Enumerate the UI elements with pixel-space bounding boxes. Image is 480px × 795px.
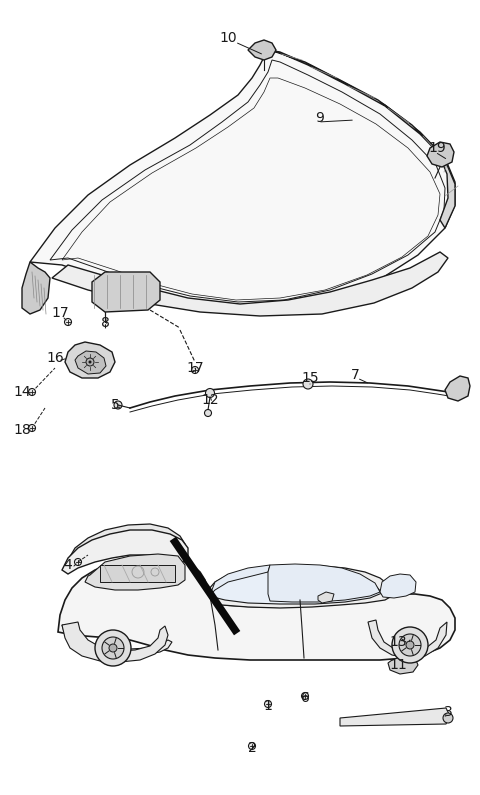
Circle shape [406,641,414,649]
Polygon shape [268,564,380,602]
Text: 5: 5 [110,398,120,412]
Polygon shape [92,272,160,312]
Text: 14: 14 [13,385,31,399]
Text: 16: 16 [46,351,64,365]
Polygon shape [210,570,382,604]
Circle shape [301,692,309,700]
Polygon shape [318,592,334,603]
Polygon shape [68,524,185,568]
Text: 3: 3 [444,705,452,719]
Polygon shape [445,376,470,401]
Text: 11: 11 [389,658,407,672]
Polygon shape [427,142,454,167]
Circle shape [114,401,122,409]
Text: 17: 17 [51,306,69,320]
Text: 1: 1 [264,699,273,713]
Circle shape [303,379,313,389]
Polygon shape [368,620,447,658]
Circle shape [392,627,428,663]
Polygon shape [388,655,418,674]
Circle shape [95,630,131,666]
Circle shape [109,644,117,652]
Text: 7: 7 [350,368,360,382]
Polygon shape [268,50,455,228]
Polygon shape [100,565,175,582]
Polygon shape [30,50,455,308]
Circle shape [102,637,124,659]
Circle shape [204,409,212,417]
Circle shape [28,425,36,432]
Polygon shape [62,625,172,655]
Polygon shape [248,40,276,60]
Polygon shape [62,622,168,662]
Text: 10: 10 [219,31,237,45]
Text: 6: 6 [300,691,310,705]
Text: 12: 12 [201,393,219,407]
Circle shape [407,637,413,643]
Circle shape [86,358,94,366]
Text: 2: 2 [248,741,256,755]
Circle shape [28,389,36,395]
Polygon shape [58,558,455,660]
Circle shape [88,360,92,363]
Polygon shape [208,566,392,608]
Circle shape [74,559,82,565]
Polygon shape [22,262,50,314]
Circle shape [443,713,453,723]
Polygon shape [62,530,188,574]
Polygon shape [380,574,416,598]
Text: 19: 19 [428,141,446,155]
Circle shape [249,743,255,750]
Text: 13: 13 [389,635,407,649]
Circle shape [399,634,421,656]
Text: 9: 9 [315,111,324,125]
Text: 4: 4 [64,558,72,572]
Text: 18: 18 [13,423,31,437]
Polygon shape [85,554,185,590]
Polygon shape [52,252,448,316]
Polygon shape [75,351,106,374]
Text: 15: 15 [301,371,319,385]
Text: 8: 8 [101,316,109,330]
Polygon shape [65,342,115,378]
Circle shape [205,389,215,398]
Polygon shape [210,565,270,595]
Circle shape [192,366,199,374]
Polygon shape [340,708,450,726]
Circle shape [264,700,272,708]
Circle shape [64,319,72,325]
Text: 17: 17 [186,361,204,375]
